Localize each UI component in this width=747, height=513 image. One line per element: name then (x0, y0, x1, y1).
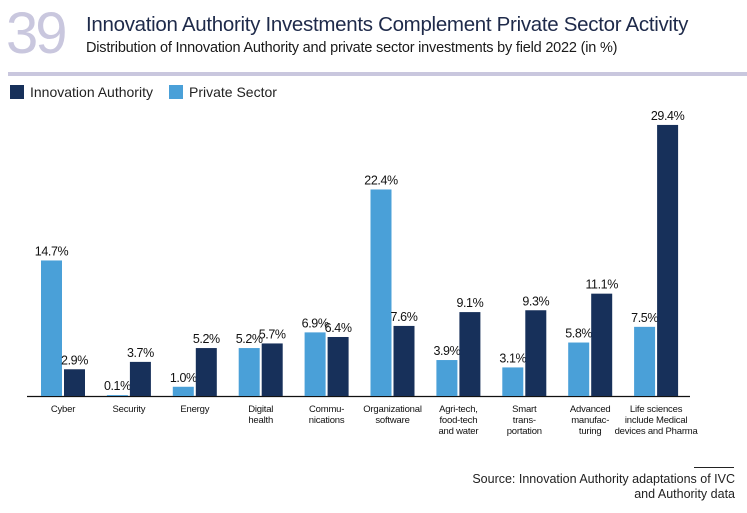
bar-innovation-authority (393, 325, 415, 396)
bar-private-sector (436, 360, 458, 396)
category-label: Security (113, 404, 146, 415)
bar-innovation-authority (129, 361, 151, 396)
source-line-1: Source: Innovation Authority adaptations… (472, 472, 735, 486)
data-label-innovation-authority: 5.7% (259, 327, 286, 341)
bar-innovation-authority (327, 336, 349, 396)
source-line-2: and Authority data (634, 487, 735, 501)
bar-private-sector (238, 348, 260, 396)
data-label-innovation-authority: 2.9% (61, 353, 88, 367)
data-label-private-sector: 1.0% (170, 371, 197, 385)
data-label-innovation-authority: 6.4% (325, 321, 352, 335)
bar-private-sector (106, 395, 128, 396)
data-label-private-sector: 14.7% (35, 244, 69, 258)
data-label-private-sector: 0.1% (104, 379, 131, 393)
category-label: software (375, 415, 409, 426)
category-label: include Medical (625, 415, 688, 426)
chart-legend: Innovation Authority Private Sector (10, 84, 293, 100)
chart-subtitle: Distribution of Innovation Authority and… (86, 40, 618, 56)
bar-private-sector (370, 189, 392, 396)
category-label: Organizational (363, 404, 422, 415)
category-label: Life sciences (630, 404, 683, 415)
legend-swatch-private-sector (168, 85, 183, 99)
data-label-private-sector: 5.2% (236, 332, 263, 346)
header-divider (8, 72, 747, 76)
category-label: food-tech (439, 415, 477, 426)
legend-swatch-innovation-authority (10, 85, 24, 99)
bar-innovation-authority (459, 312, 481, 396)
data-label-private-sector: 7.5% (631, 311, 658, 325)
legend-label-private-sector: Private Sector (188, 84, 277, 100)
data-label-innovation-authority: 11.1% (585, 278, 618, 292)
bar-innovation-authority (261, 343, 283, 396)
bar-private-sector (41, 260, 62, 396)
source-divider (694, 467, 734, 468)
data-label-innovation-authority: 5.2% (193, 332, 220, 346)
data-label-innovation-authority: 7.6% (391, 310, 418, 324)
bar-innovation-authority (657, 124, 679, 396)
category-label: Digital (248, 404, 273, 415)
category-label: trans- (513, 415, 536, 426)
data-label-innovation-authority: 9.1% (456, 296, 483, 310)
category-label: Commu- (309, 404, 344, 415)
legend-item-innovation-authority: Innovation Authority (10, 84, 153, 100)
data-label-innovation-authority: 9.3% (522, 294, 549, 308)
category-label: health (248, 415, 273, 426)
bar-private-sector (502, 367, 524, 396)
category-label: and water (438, 426, 478, 437)
source-note: Source: Innovation Authority adaptations… (415, 472, 735, 502)
bar-private-sector (634, 326, 656, 396)
chart-title: Innovation Authority Investments Complem… (86, 13, 689, 36)
category-label: Energy (180, 404, 209, 415)
bar-innovation-authority (195, 348, 217, 396)
figure-number: 39 (6, 1, 67, 66)
data-label-innovation-authority: 29.4% (651, 109, 685, 123)
category-label: manufac- (571, 415, 609, 426)
legend-label-innovation-authority: Innovation Authority (30, 84, 153, 100)
category-label: turing (579, 426, 602, 437)
category-label: Agri-tech, (439, 404, 478, 415)
data-label-private-sector: 3.1% (499, 351, 526, 365)
bar-innovation-authority (64, 369, 85, 396)
data-label-private-sector: 5.8% (565, 327, 592, 341)
category-label: Cyber (51, 404, 75, 415)
legend-item-private-sector: Private Sector (168, 84, 277, 100)
category-label: Smart (512, 404, 537, 415)
category-label: nications (309, 415, 345, 426)
bar-private-sector (304, 332, 326, 396)
category-label: portation (507, 426, 542, 437)
bar-innovation-authority (525, 310, 547, 396)
data-label-private-sector: 6.9% (302, 316, 329, 330)
bar-private-sector (568, 342, 590, 396)
category-label: Advanced (570, 404, 611, 415)
category-label: devices and Pharma (615, 426, 699, 437)
bar-innovation-authority (591, 293, 613, 396)
bar-private-sector (172, 386, 194, 396)
data-label-private-sector: 3.9% (433, 344, 460, 358)
data-label-innovation-authority: 3.7% (127, 346, 154, 360)
data-label-private-sector: 22.4% (364, 173, 398, 187)
